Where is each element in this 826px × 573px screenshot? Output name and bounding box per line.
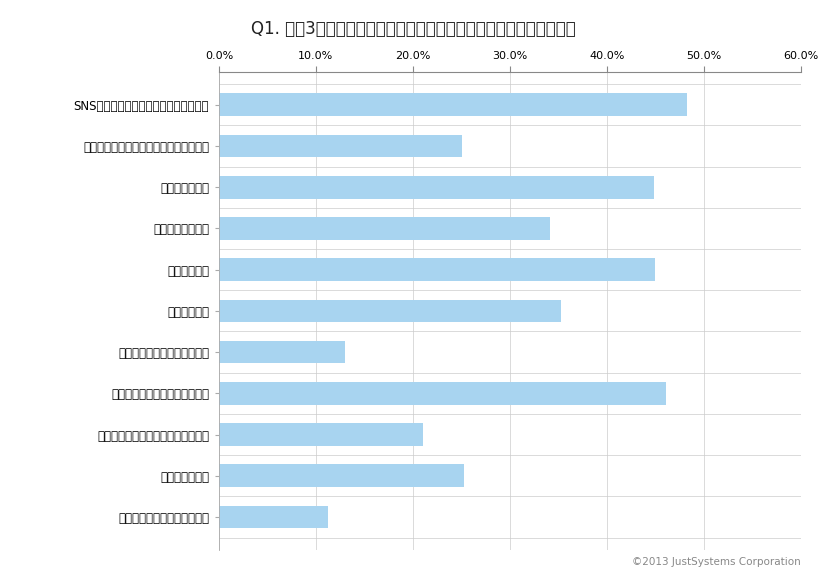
Bar	[219, 217, 550, 240]
Bar	[219, 382, 667, 405]
Bar	[219, 258, 655, 281]
Bar	[219, 93, 686, 116]
Bar	[219, 176, 653, 198]
Bar	[219, 423, 423, 446]
Bar	[219, 341, 345, 363]
Bar	[219, 135, 462, 157]
Bar	[219, 300, 561, 322]
Bar	[219, 505, 328, 528]
Bar	[219, 465, 464, 487]
Text: ©2013 JustSystems Corporation: ©2013 JustSystems Corporation	[633, 558, 801, 567]
Text: Q1. 過去3ヶ月以内に利用したことがあるアプリをお選びください。: Q1. 過去3ヶ月以内に利用したことがあるアプリをお選びください。	[250, 20, 576, 38]
